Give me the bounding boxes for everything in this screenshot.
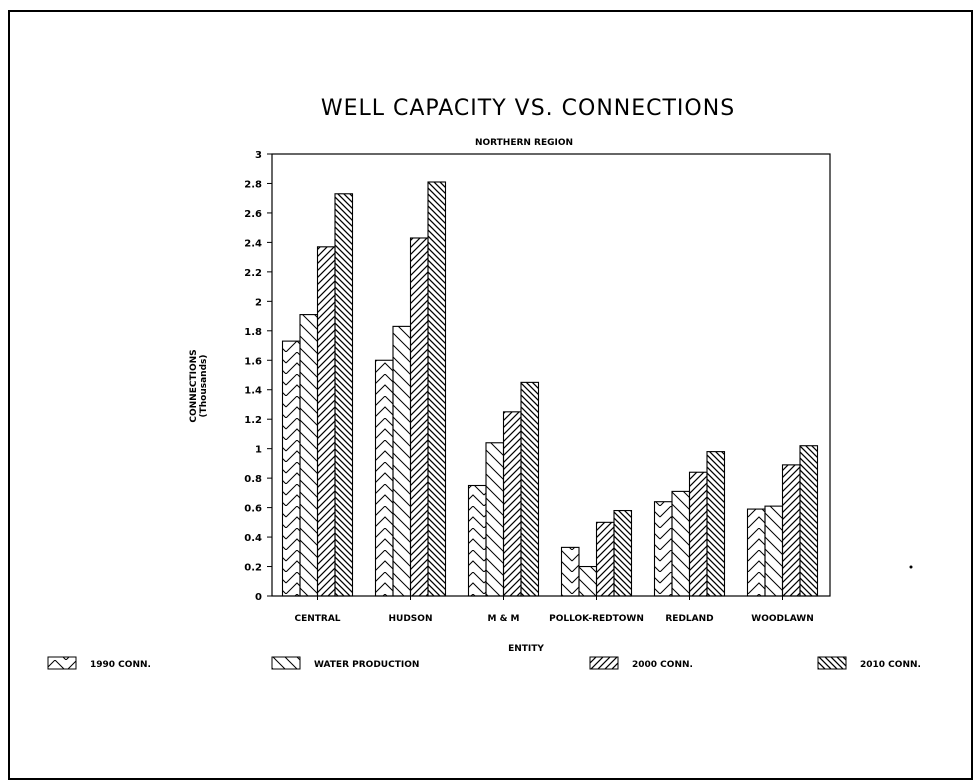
legend-swatch [47, 656, 77, 670]
bar-2-4 [578, 565, 598, 597]
x-axis-label: ENTITY [508, 644, 544, 654]
bar-1-6 [746, 508, 766, 597]
x-tick-label: WOODLAWN [751, 614, 813, 624]
chart-subtitle: NORTHERN REGION [475, 138, 573, 148]
y-tick-label: 3 [255, 150, 262, 161]
bar-1-4 [560, 546, 580, 597]
y-tick-label: 1 [255, 445, 262, 456]
y-tick-label: 2 [255, 297, 262, 308]
y-tick-label: 0.4 [244, 533, 262, 544]
bar-2-1 [299, 314, 319, 597]
bar-4-6 [799, 445, 819, 597]
y-tick-label: 2.6 [244, 209, 262, 220]
y-tick-label: 2.4 [244, 238, 262, 249]
y-tick-label: 2.2 [244, 268, 262, 279]
x-tick-label: CENTRAL [294, 614, 340, 624]
bar-3-1 [316, 246, 336, 597]
bar-3-2 [409, 237, 429, 597]
bar-2-3 [485, 442, 505, 597]
y-tick-label: 0.2 [244, 563, 262, 574]
legend-label: 2010 CONN. [860, 660, 921, 670]
bar-1-5 [653, 501, 673, 597]
y-axis-label: CONNECTIONS [189, 349, 199, 422]
y-tick-label: 1.8 [244, 327, 262, 338]
bar-4-1 [334, 193, 354, 597]
x-tick-label: M & M [487, 614, 519, 624]
bar-1-1 [281, 340, 301, 597]
chart-title: WELL CAPACITY VS. CONNECTIONS [321, 96, 735, 121]
x-tick-label: POLLOK-REDTOWN [549, 614, 644, 624]
x-tick-label: REDLAND [665, 614, 713, 624]
y-tick-label: 1.2 [244, 415, 262, 426]
y-tick-label: 1.4 [244, 386, 262, 397]
legend-label: WATER PRODUCTION [314, 660, 419, 670]
legend-swatch [271, 656, 301, 670]
bar-3-4 [595, 521, 615, 597]
y-axis-sublabel: (Thousands) [199, 355, 209, 418]
y-tick-label: 0 [255, 592, 262, 603]
bar-3-6 [781, 464, 801, 597]
bar-4-3 [520, 381, 540, 597]
bar-chart: WELL CAPACITY VS. CONNECTIONS NORTHERN R… [47, 96, 921, 670]
bar-1-3 [467, 484, 487, 597]
legend-label: 2000 CONN. [632, 660, 693, 670]
x-tick-label: HUDSON [389, 614, 433, 624]
legend-swatch [589, 656, 619, 670]
bar-4-4 [613, 509, 633, 597]
bar-4-5 [706, 451, 726, 597]
bar-2-2 [392, 325, 412, 597]
bar-2-6 [764, 505, 784, 597]
y-tick-label: 1.6 [244, 356, 262, 367]
bar-3-3 [502, 411, 522, 597]
legend-label: 1990 CONN. [90, 660, 151, 670]
legend-swatch [817, 656, 847, 670]
y-tick-label: 2.8 [244, 179, 262, 190]
plot-frame [271, 153, 831, 597]
scan-dot [909, 565, 913, 569]
y-tick-label: 0.6 [244, 504, 262, 515]
bar-4-2 [427, 181, 447, 597]
bar-3-5 [688, 471, 708, 597]
y-tick-label: 0.8 [244, 474, 262, 485]
bar-2-5 [671, 490, 691, 597]
bar-1-2 [374, 359, 394, 597]
